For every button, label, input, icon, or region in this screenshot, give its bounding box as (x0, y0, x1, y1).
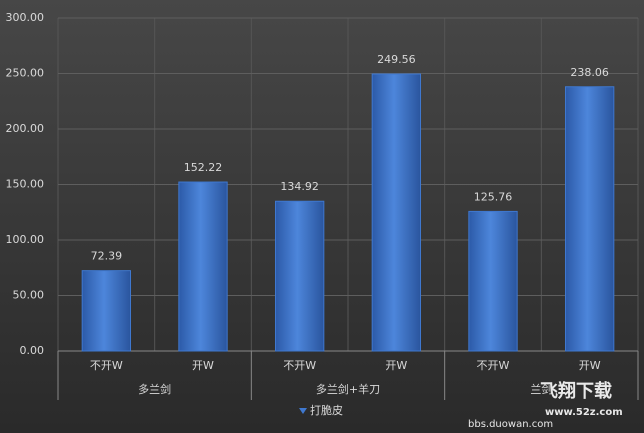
data-label: 72.39 (91, 250, 123, 263)
watermark: www.52z.com (545, 407, 623, 418)
bar (81, 270, 131, 352)
group-label: 兰剑 (530, 382, 552, 396)
bar (565, 86, 615, 352)
bar (371, 73, 421, 352)
data-label: 238.06 (570, 66, 609, 79)
data-label: 249.56 (377, 53, 416, 66)
x-tick-label: 不开W (90, 359, 123, 372)
group-label: 多兰剑 (138, 382, 171, 396)
bar (275, 200, 325, 352)
bar (178, 181, 228, 352)
x-tick-label: 开W (385, 359, 407, 372)
data-label: 125.76 (474, 190, 513, 203)
x-tick-label: 开W (192, 359, 214, 372)
y-tick-label: 50.00 (13, 289, 45, 302)
group-label: 多兰剑+羊刀 (316, 382, 380, 396)
x-tick-label: 开W (579, 359, 601, 372)
data-label: 152.22 (184, 161, 223, 174)
y-tick-label: 100.00 (6, 233, 45, 246)
legend-label: 打脆皮 (310, 403, 343, 417)
x-tick-label: 不开W (477, 359, 510, 372)
y-tick-label: 0.00 (20, 344, 45, 357)
y-tick-label: 200.00 (6, 122, 45, 135)
watermark: bbs.duowan.com (468, 419, 553, 430)
x-tick-label: 不开W (283, 359, 316, 372)
legend-marker (299, 408, 307, 414)
data-label: 134.92 (280, 180, 319, 193)
y-tick-label: 250.00 (6, 67, 45, 80)
bar (468, 210, 518, 352)
watermark: 飞翔下载 (540, 380, 612, 402)
y-tick-label: 300.00 (6, 11, 45, 24)
y-tick-label: 150.00 (6, 178, 45, 191)
